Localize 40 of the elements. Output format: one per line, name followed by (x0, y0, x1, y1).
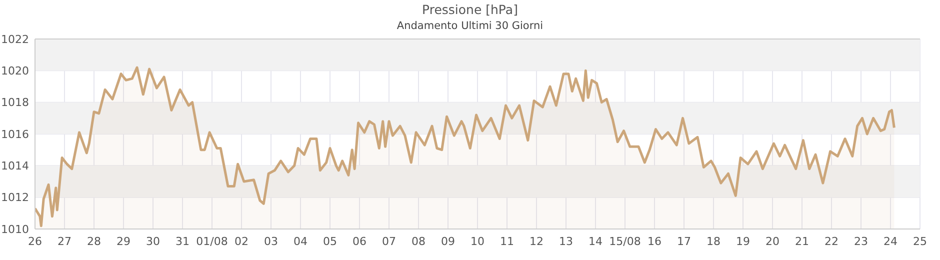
x-tick-label: 04 (294, 234, 308, 248)
chart-title: Pressione [hPa] (421, 2, 519, 17)
x-tick-label: 25 (913, 234, 927, 248)
x-tick-label: 11 (500, 234, 514, 248)
x-tick-label: 28 (87, 234, 101, 248)
x-tick-label: 29 (116, 234, 130, 248)
y-tick-label: 1020 (1, 64, 29, 78)
x-tick-label: 19 (736, 234, 750, 248)
x-tick-label: 05 (323, 234, 337, 248)
x-tick-label: 20 (766, 234, 780, 248)
chart-subtitle: Andamento Ultimi 30 Giorni (396, 20, 544, 32)
y-tick-label: 1014 (1, 160, 29, 173)
x-tick-label: 14 (588, 234, 602, 248)
x-tick-label: 18 (706, 234, 720, 248)
x-tick-label: 15/08 (609, 234, 641, 248)
y-tick-label: 1016 (1, 128, 29, 141)
x-tick-label: 10 (470, 234, 484, 248)
x-tick-label: 17 (677, 234, 691, 248)
x-tick-label: 26 (28, 234, 42, 248)
x-tick-label: 03 (264, 234, 278, 248)
x-tick-label: 27 (58, 234, 72, 248)
x-tick-label: 22 (824, 234, 838, 248)
x-tick-label: 06 (352, 234, 366, 248)
x-tick-label: 08 (412, 234, 426, 248)
x-tick-label: 23 (854, 234, 868, 248)
x-tick-label: 21 (795, 234, 809, 248)
x-tick-label: 02 (234, 234, 248, 248)
x-tick-label: 16 (648, 234, 662, 248)
y-tick-label: 1022 (1, 32, 29, 46)
x-tick-label: 30 (146, 234, 160, 248)
x-tick-label: 07 (382, 234, 396, 248)
y-tick-label: 1018 (1, 96, 29, 110)
x-tick-label: 31 (176, 234, 190, 248)
x-tick-label: 13 (559, 234, 573, 248)
x-tick-label: 24 (884, 234, 898, 248)
y-tick-label: 1012 (1, 191, 29, 204)
y-tick-label: 1010 (1, 222, 29, 236)
x-tick-label: 12 (530, 234, 544, 248)
x-tick-label: 01/08 (196, 234, 228, 248)
x-tick-label: 09 (441, 234, 455, 248)
